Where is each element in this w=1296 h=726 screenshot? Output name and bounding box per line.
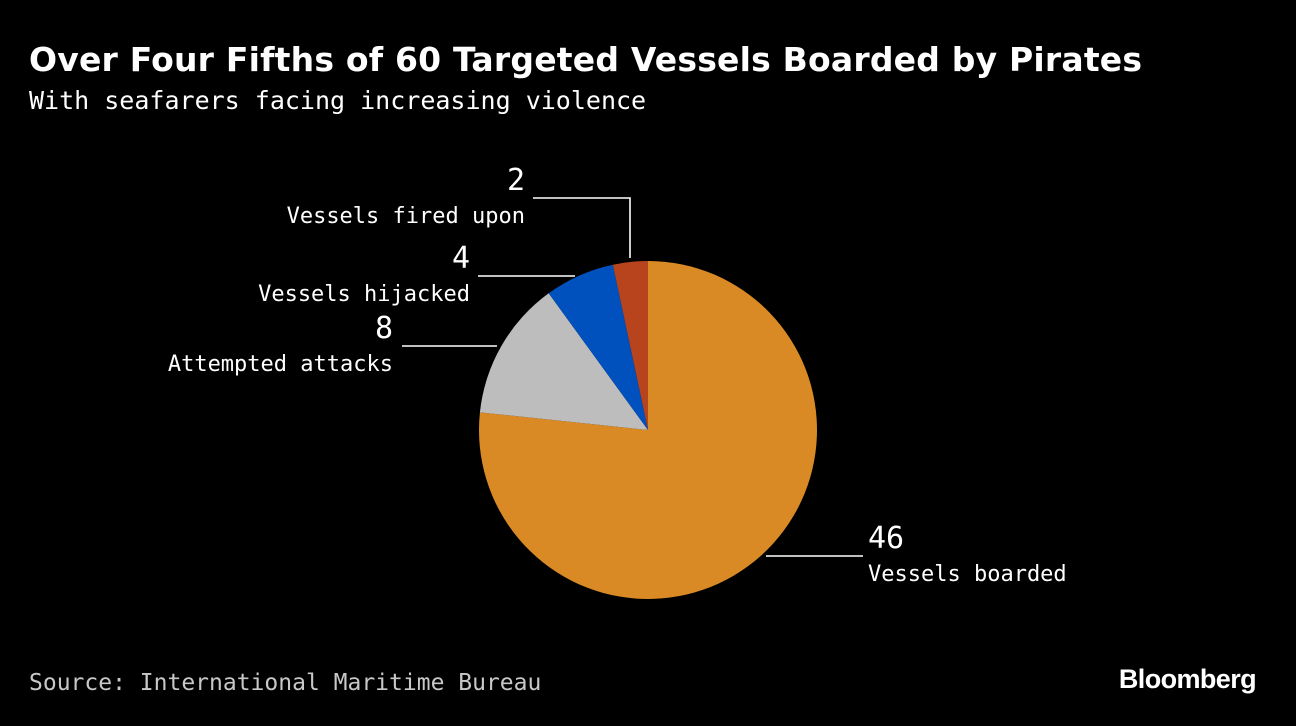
slice-label-vessels-fired-upon: Vessels fired upon — [287, 204, 525, 229]
pie-slice-vessels-fired-upon — [612, 261, 648, 430]
slice-value-vessels-hijacked: 4 — [452, 241, 470, 276]
bloomberg-logo: Bloomberg — [1118, 664, 1257, 694]
chart-subtitle: With seafarers facing increasing violenc… — [29, 86, 647, 115]
slice-label-vessels-boarded: Vessels boarded — [868, 562, 1067, 587]
slice-label-attempted-attacks: Attempted attacks — [168, 352, 393, 377]
chart-title: Over Four Fifths of 60 Targeted Vessels … — [29, 40, 1143, 79]
source-note: Source: International Maritime Bureau — [29, 670, 542, 696]
slice-value-attempted-attacks: 8 — [375, 311, 393, 346]
leader-line-vessels-fired-upon — [533, 197, 631, 258]
slice-labels: 46 Vessels boarded 8 Attempted attacks 4 Vess… — [168, 163, 1067, 587]
slice-label-vessels-hijacked: Vessels hijacked — [258, 282, 470, 307]
leader-lines — [402, 197, 863, 557]
pie-slice-vessels-hijacked — [548, 264, 648, 430]
slice-value-vessels-boarded: 46 — [868, 521, 904, 556]
pie-slice-attempted-attacks — [479, 293, 648, 430]
slice-value-vessels-fired-upon: 2 — [507, 163, 525, 198]
pie-slices — [479, 261, 818, 599]
